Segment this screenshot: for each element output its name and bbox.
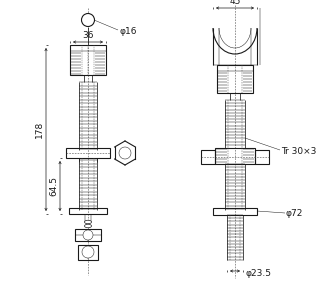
Circle shape [83, 230, 93, 240]
Text: Tr 30×3: Tr 30×3 [281, 146, 316, 155]
Bar [70, 45, 106, 75]
Bar [213, 208, 257, 215]
Text: 45: 45 [229, 0, 241, 6]
Bar [215, 148, 255, 164]
Circle shape [82, 14, 94, 26]
Bar [75, 229, 101, 241]
Text: φ23.5: φ23.5 [245, 269, 271, 278]
Circle shape [82, 246, 94, 258]
Circle shape [119, 147, 131, 159]
Text: 64.5: 64.5 [49, 176, 58, 196]
Text: φ72: φ72 [286, 209, 303, 218]
Text: 178: 178 [35, 120, 44, 138]
Bar [255, 150, 269, 164]
Bar [201, 150, 215, 164]
Text: 36: 36 [82, 31, 94, 40]
Bar [69, 208, 107, 214]
Text: φ16: φ16 [119, 26, 137, 35]
Bar [66, 148, 110, 158]
Ellipse shape [84, 220, 91, 224]
Ellipse shape [84, 224, 91, 228]
Bar [217, 65, 253, 93]
Bar [78, 245, 98, 260]
